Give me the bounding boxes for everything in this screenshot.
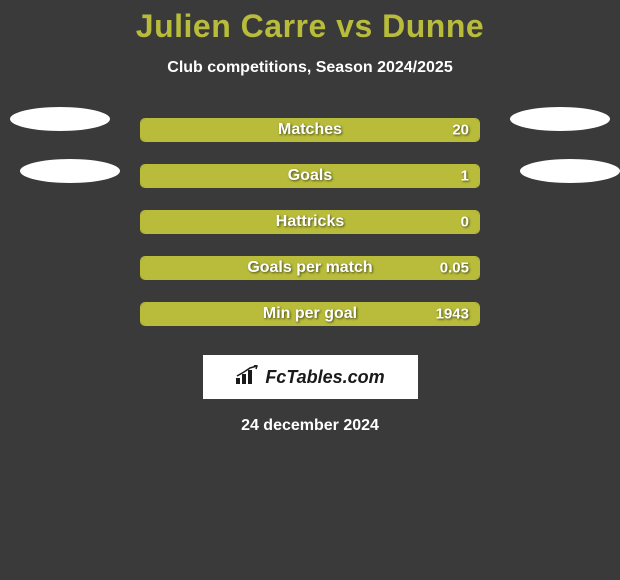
stat-row: Matches 20 [0,107,620,153]
stat-value-right: 1 [461,168,469,185]
stat-bar: Hattricks 0 [140,210,480,234]
comparison-card: Julien Carre vs Dunne Club competitions,… [0,0,620,435]
stat-label: Hattricks [276,213,344,231]
brand-logo[interactable]: FcTables.com [203,355,418,399]
stat-value-right: 0.05 [440,260,469,277]
date-text: 24 december 2024 [0,417,620,435]
page-title: Julien Carre vs Dunne [0,8,620,45]
stat-value-right: 20 [452,122,469,139]
stat-value-right: 0 [461,214,469,231]
stat-row: Min per goal 1943 [0,291,620,337]
stat-label: Matches [278,121,342,139]
stat-value-right: 1943 [436,306,469,323]
stat-bar: Goals per match 0.05 [140,256,480,280]
stat-label: Goals [288,167,332,185]
chart-icon [235,365,259,390]
stat-bar: Min per goal 1943 [140,302,480,326]
stat-bar: Matches 20 [140,118,480,142]
stats-area: Matches 20 Goals 1 Hattricks 0 Goals per… [0,107,620,337]
stat-label: Goals per match [247,259,372,277]
subtitle: Club competitions, Season 2024/2025 [0,59,620,77]
stat-bar: Goals 1 [140,164,480,188]
stat-row: Hattricks 0 [0,199,620,245]
brand-text: FcTables.com [265,367,384,388]
stat-label: Min per goal [263,305,357,323]
stat-row: Goals per match 0.05 [0,245,620,291]
stat-row: Goals 1 [0,153,620,199]
